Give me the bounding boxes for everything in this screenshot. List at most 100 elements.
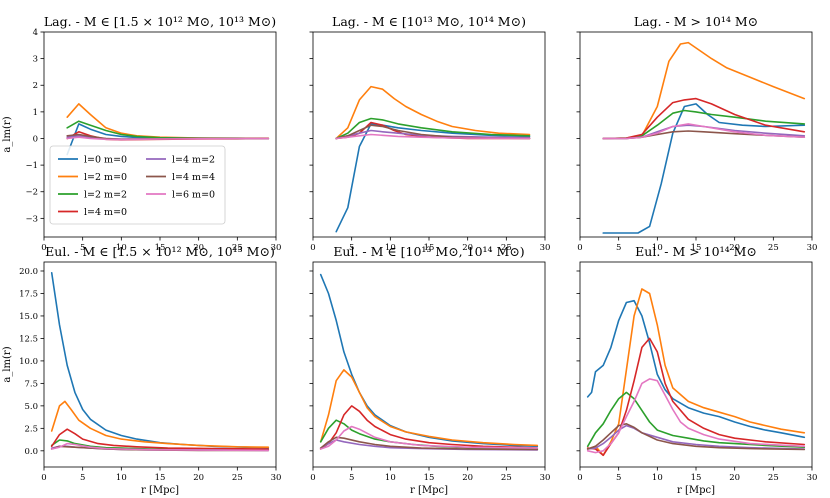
x-tick-label: 15 xyxy=(155,243,166,253)
x-tick-label: 30 xyxy=(271,243,282,253)
legend-entry: l=2 m=2 xyxy=(58,190,127,201)
series-line-l-0-m-0 xyxy=(319,273,539,448)
series-line-l-4-m-4 xyxy=(586,422,806,451)
x-tick-label: 20 xyxy=(462,473,473,483)
x-tick-label: 0 xyxy=(577,243,582,253)
panel-title: Lag. - M ∈ [10¹³ M⊙, 10¹⁴ M⊙) xyxy=(332,14,526,29)
series-line-l-4-m-0 xyxy=(602,97,806,140)
y-tick-label: 2.5 xyxy=(24,424,38,434)
x-tick-label: 0 xyxy=(41,473,46,483)
x-tick-label: 10 xyxy=(385,473,396,483)
series-line-l-6-m-0 xyxy=(50,442,270,452)
y-tick-label: −1 xyxy=(25,161,38,171)
x-axis-label: r [Mpc] xyxy=(141,485,179,496)
x-tick-label: 10 xyxy=(385,243,396,253)
panel-title: Eul. - M ∈ [10¹³ M⊙, 10¹⁴ M⊙) xyxy=(333,244,524,259)
x-tick-label: 15 xyxy=(424,473,435,483)
series-line-l-2-m-0 xyxy=(335,85,531,140)
x-tick-label: 15 xyxy=(424,243,435,253)
y-tick-label: 17.5 xyxy=(19,289,38,299)
y-axis-label: a_lm(r) xyxy=(2,346,13,382)
panel-1: Lag. - M ∈ [1.5 × 10¹² M⊙, 10¹³ M⊙)0 5 10 1… xyxy=(2,14,281,253)
x-axis-label: r [Mpc] xyxy=(677,485,715,496)
legend-label: l=6 m=0 xyxy=(172,190,215,201)
y-tick-label: −3 xyxy=(25,214,38,224)
panel-title: Lag. - M > 10¹⁴ M⊙ xyxy=(634,14,758,29)
panel-5: Eul. - M ∈ [10¹³ M⊙, 10¹⁴ M⊙) 0 5 10 15 20 25 3… xyxy=(309,244,551,496)
legend-label: l=2 m=0 xyxy=(84,172,127,183)
x-tick-label: 25 xyxy=(232,473,243,483)
x-tick-label: 25 xyxy=(768,243,779,253)
x-tick-label: 20 xyxy=(462,243,473,253)
panel-title: Lag. - M ∈ [1.5 × 10¹² M⊙, 10¹³ M⊙) xyxy=(44,14,276,29)
series-line-l-2-m-0 xyxy=(602,41,806,140)
y-tick-label: 0 xyxy=(33,134,38,144)
legend-entry: l=4 m=2 xyxy=(146,155,215,166)
x-tick-label: 15 xyxy=(155,473,166,483)
series-line-l-2-m-2 xyxy=(586,391,806,449)
x-tick-label: 25 xyxy=(501,473,512,483)
x-tick-label: 0 xyxy=(310,473,315,483)
x-tick-label: 25 xyxy=(501,243,512,253)
series-line-l-6-m-0 xyxy=(319,425,539,450)
panel-4: Eul. - M ∈ [1.5 × 10¹² M⊙, 10¹³ M⊙)0 5 10 1… xyxy=(2,244,281,496)
series-line-l-4-m-4 xyxy=(319,436,539,451)
series-line-l-0-m-0 xyxy=(602,103,806,234)
legend-label: l=4 m=0 xyxy=(84,207,127,218)
series-line-l-0-m-0 xyxy=(335,123,531,233)
x-tick-label: 30 xyxy=(271,473,282,483)
x-tick-label: 30 xyxy=(540,473,551,483)
series-line-l-6-m-0 xyxy=(66,136,270,141)
panel-2: Lag. - M ∈ [10¹³ M⊙, 10¹⁴ M⊙) 0 5 10 15 20 25 3… xyxy=(309,14,550,253)
legend-entry: l=4 m=0 xyxy=(58,207,127,218)
legend-entry: l=0 m=0 xyxy=(58,155,127,166)
panel-6: Eul. - M > 10¹⁴ M⊙ 0 5 10 15 20 25 30 r [Mpc] xyxy=(576,244,817,496)
x-tick-label: 15 xyxy=(691,243,702,253)
y-tick-label: 12.5 xyxy=(19,334,38,344)
x-tick-label: 20 xyxy=(729,473,740,483)
x-tick-label: 5 xyxy=(349,473,354,483)
series-line-l-2-m-0 xyxy=(586,288,806,457)
legend-box xyxy=(49,145,226,225)
x-tick-label: 10 xyxy=(116,243,127,253)
y-tick-label: 15.0 xyxy=(19,312,38,322)
x-tick-label: 25 xyxy=(232,243,243,253)
x-tick-label: 5 xyxy=(616,243,621,253)
y-tick-label: −2 xyxy=(25,188,38,198)
series-line-l-4-m-0 xyxy=(50,428,270,450)
y-tick-label: 1 xyxy=(33,108,38,118)
x-tick-label: 10 xyxy=(652,243,663,253)
x-tick-label: 0 xyxy=(577,473,582,483)
y-tick-label: 7.5 xyxy=(24,379,38,389)
legend-entry: l=4 m=4 xyxy=(146,172,215,183)
series-line-l-4-m-0 xyxy=(319,405,539,450)
y-tick-label: 10.0 xyxy=(19,357,38,367)
legend-label: l=2 m=2 xyxy=(84,190,127,201)
y-tick-label: 4 xyxy=(33,28,38,38)
x-tick-label: 5 xyxy=(80,243,85,253)
x-tick-label: 0 xyxy=(41,243,46,253)
x-tick-label: 5 xyxy=(349,243,354,253)
series-line-l-2-m-2 xyxy=(335,117,531,140)
x-axis-label: r [Mpc] xyxy=(410,485,448,496)
x-tick-label: 20 xyxy=(193,243,204,253)
x-tick-label: 5 xyxy=(80,473,85,483)
x-tick-label: 10 xyxy=(116,473,127,483)
panel-title: Eul. - M > 10¹⁴ M⊙ xyxy=(635,244,757,259)
legend-entry: l=2 m=0 xyxy=(58,172,127,183)
y-axis-label: a_lm(r) xyxy=(2,116,13,152)
y-tick-label: 3 xyxy=(33,55,38,65)
y-tick-label: 2 xyxy=(33,81,38,91)
x-tick-label: 15 xyxy=(691,473,702,483)
legend-entry: l=6 m=0 xyxy=(146,190,215,201)
y-tick-label: 5.0 xyxy=(24,402,38,412)
legend-label: l=0 m=0 xyxy=(84,155,127,166)
y-tick-label: 0.0 xyxy=(24,447,38,457)
y-tick-label: 20.0 xyxy=(19,267,38,277)
series-line-l-0-m-0 xyxy=(50,271,270,449)
series-line-l-2-m-0 xyxy=(66,103,270,139)
legend-label: l=4 m=2 xyxy=(172,155,215,166)
panel-3: Lag. - M > 10¹⁴ M⊙ 0 5 10 15 20 25 30 xyxy=(576,14,817,253)
legend: l=0 m=0 l=2 m=0 l=2 m=2 l=4 m=0 l=4 m=2 l=4 m… xyxy=(49,145,226,225)
x-tick-label: 20 xyxy=(193,473,204,483)
